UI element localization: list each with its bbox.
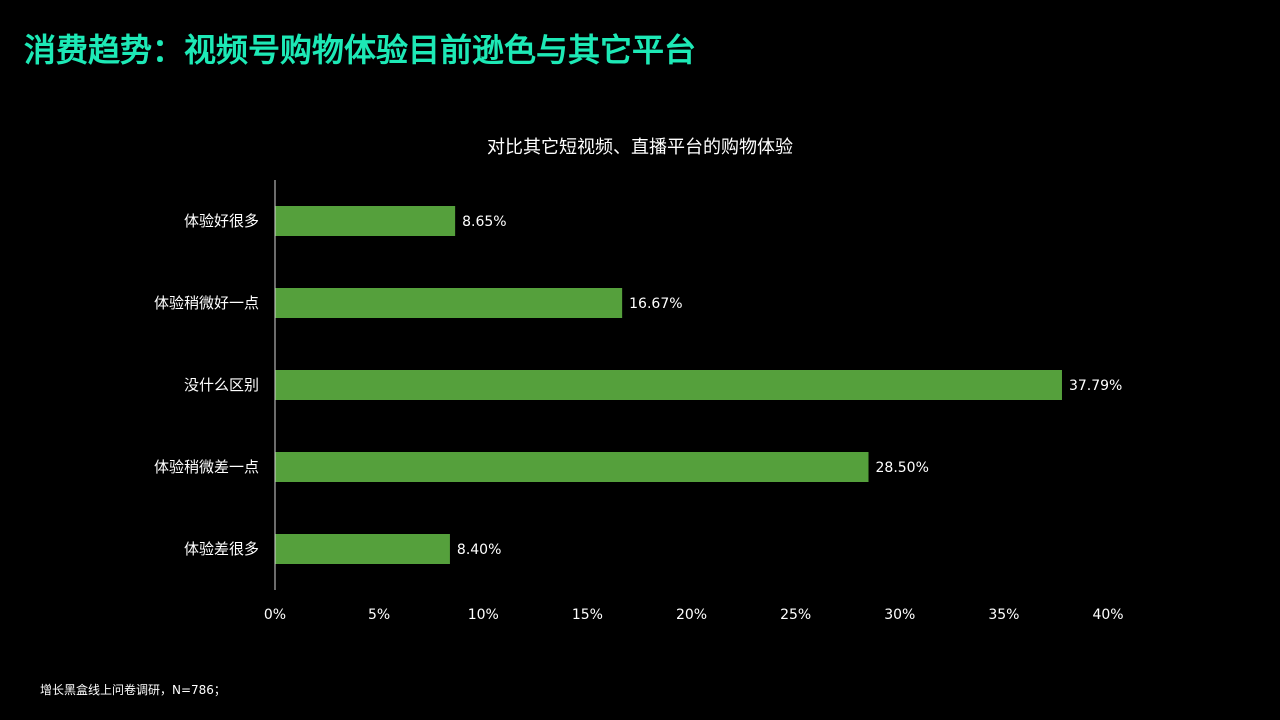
x-tick-label: 10% xyxy=(468,607,499,623)
bar-value-label: 37.79% xyxy=(1069,378,1122,394)
x-tick-label: 5% xyxy=(368,607,390,623)
category-label: 体验稍微差一点 xyxy=(154,458,259,476)
x-ticks-layer: 0% 5% 10% 15% 20% 25% 30% 35% 40% xyxy=(264,607,1124,623)
chart-title: 对比其它短视频、直播平台的购物体验 xyxy=(487,137,793,158)
bar-value-label: 8.40% xyxy=(457,542,501,558)
x-tick-label: 35% xyxy=(988,607,1019,623)
bar xyxy=(275,452,869,482)
page-title: 消费趋势：视频号购物体验目前逊色与其它平台 xyxy=(24,31,697,69)
category-label: 体验稍微好一点 xyxy=(154,294,259,312)
x-tick-label: 0% xyxy=(264,607,286,623)
x-tick-label: 20% xyxy=(676,607,707,623)
category-label: 体验差很多 xyxy=(184,540,259,558)
bar-value-label: 16.67% xyxy=(629,296,682,312)
x-tick-label: 30% xyxy=(884,607,915,623)
source-footnote: 增长黑盒线上问卷调研，N=786； xyxy=(40,683,226,697)
bar xyxy=(275,370,1062,400)
category-labels-layer: 8.65% 体验好很多 16.67% 体验稍微好一点 37.79% 没什么区别 28.50%… xyxy=(154,212,1122,558)
bar xyxy=(275,288,623,318)
bars-layer xyxy=(275,206,1062,564)
bar-value-label: 8.65% xyxy=(462,214,506,230)
bar xyxy=(275,534,450,564)
bar-value-label: 28.50% xyxy=(876,460,929,476)
category-label: 体验好很多 xyxy=(184,212,259,230)
bar xyxy=(275,206,456,236)
x-tick-label: 25% xyxy=(780,607,811,623)
x-tick-label: 40% xyxy=(1092,607,1123,623)
x-tick-label: 15% xyxy=(572,607,603,623)
category-label: 没什么区别 xyxy=(184,376,259,394)
